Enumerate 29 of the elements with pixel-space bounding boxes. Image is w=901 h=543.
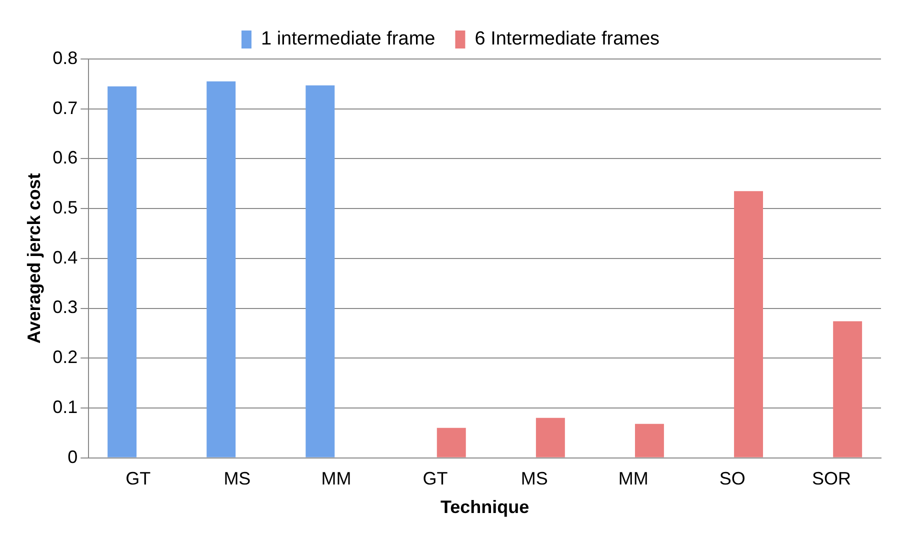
bar: [536, 418, 565, 458]
y-axis-title: Averaged jerck cost: [24, 173, 44, 344]
y-tick-label: 0.4: [52, 247, 78, 268]
x-tick-label: GT: [422, 468, 448, 489]
x-tick-label: SO: [719, 468, 746, 489]
bar: [833, 321, 862, 458]
y-tick-label: 0.6: [52, 148, 78, 168]
y-tick-label: 0.8: [52, 48, 78, 68]
bar: [206, 81, 236, 458]
bar: [436, 428, 466, 458]
x-tick-label: MM: [321, 468, 352, 489]
y-tick-label: 0.1: [52, 396, 78, 417]
x-tick-label: MM: [618, 468, 648, 489]
x-tick-label: MS: [520, 468, 548, 489]
bar: [108, 86, 137, 458]
legend-label: 6 Intermediate frames: [474, 28, 660, 50]
x-tick-label: MS: [224, 468, 251, 489]
y-tick-label: 0.5: [52, 198, 78, 218]
bar: [306, 85, 335, 458]
x-tick-label: SOR: [812, 468, 851, 489]
x-tick-label: GT: [126, 468, 151, 489]
bar: [634, 424, 664, 458]
legend-label: 1 intermediate frame: [260, 28, 436, 50]
y-tick-label: 0.7: [52, 98, 78, 118]
x-axis-title: Technique: [440, 497, 530, 518]
y-tick-label: 0.2: [52, 347, 78, 368]
bar: [734, 191, 764, 458]
y-tick-label: 0: [68, 446, 78, 467]
y-tick-label: 0.3: [52, 297, 78, 318]
